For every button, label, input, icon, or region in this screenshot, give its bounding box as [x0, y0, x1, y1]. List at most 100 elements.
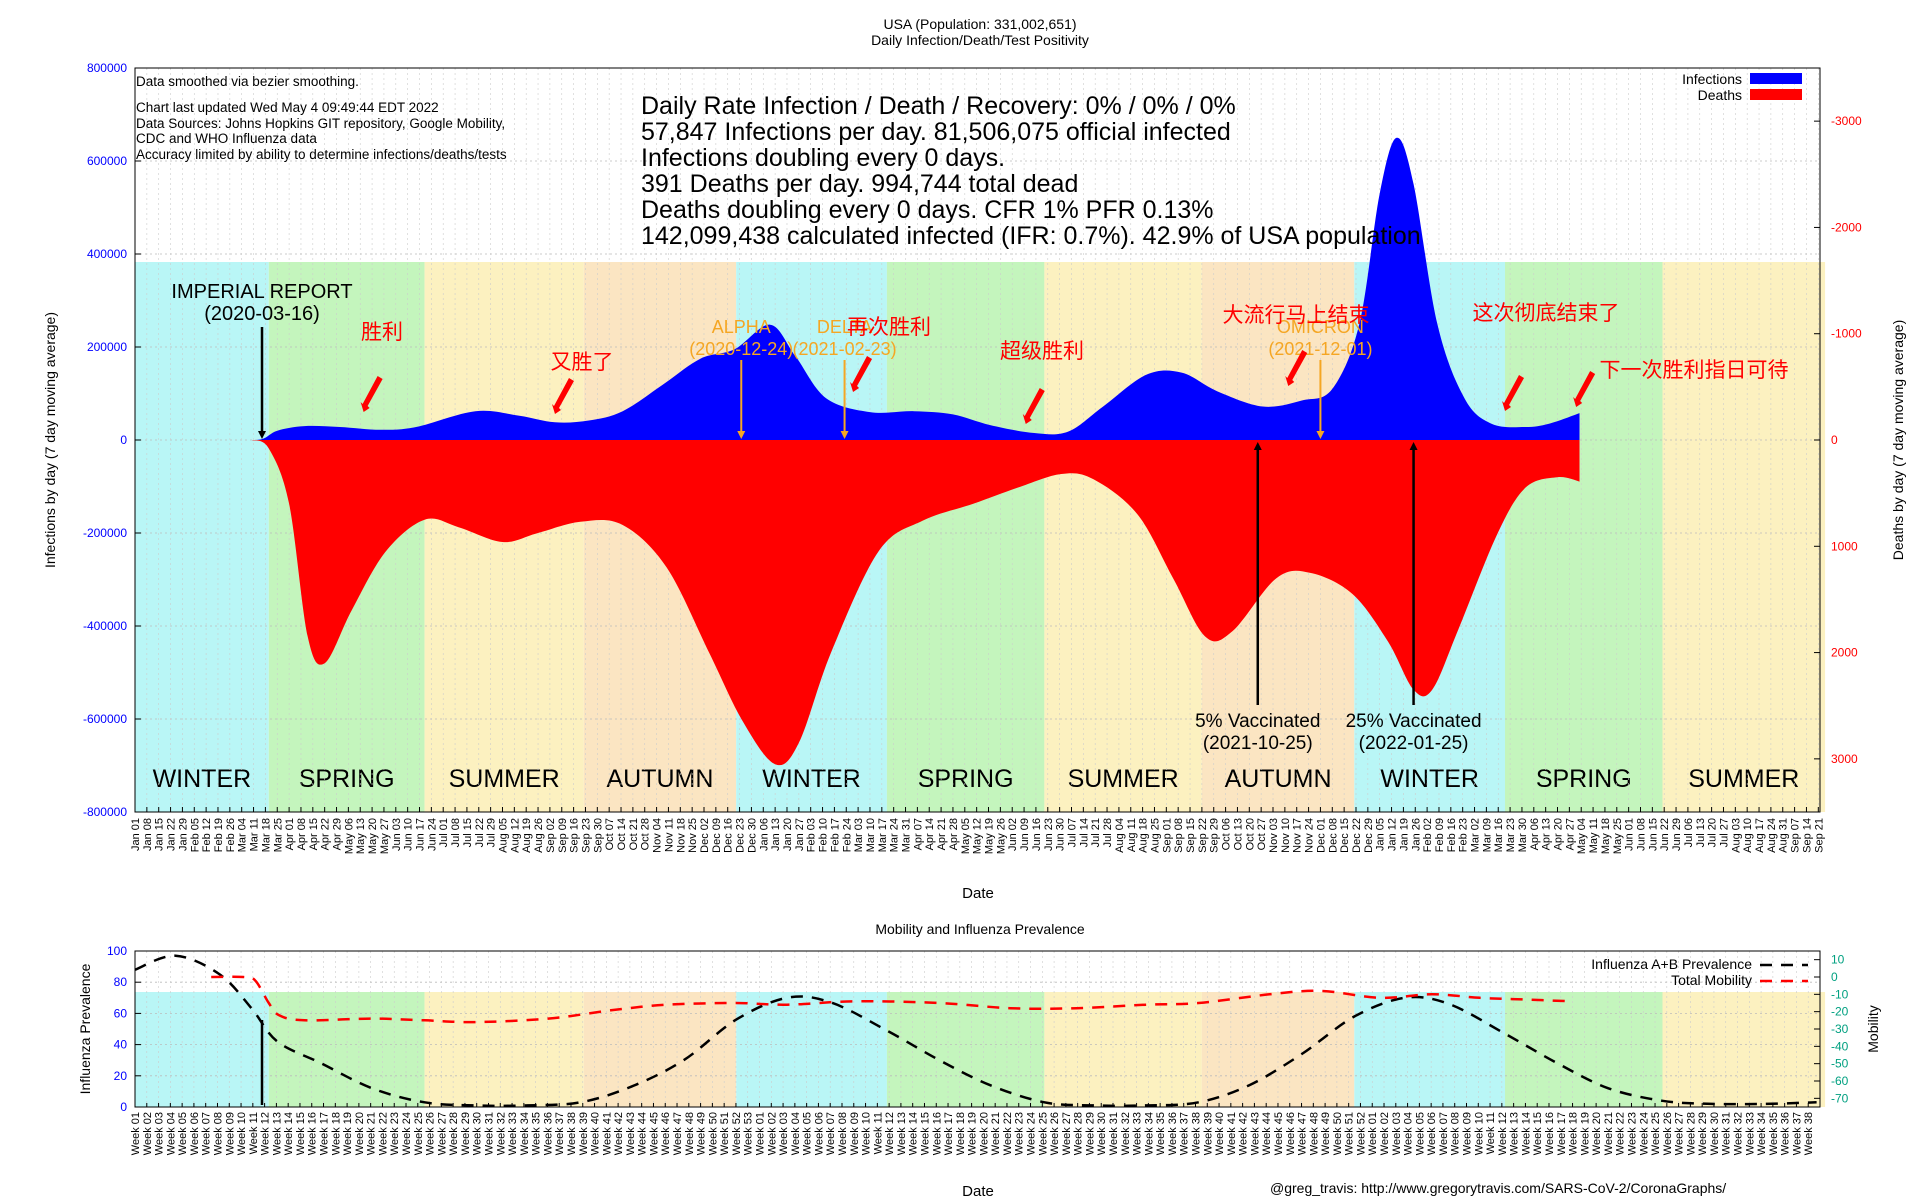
- x-tick-label: Week 25: [1037, 1112, 1049, 1155]
- x-tick-label: Mar 10: [865, 818, 877, 852]
- x-tick-label: Feb 19: [213, 818, 225, 852]
- x-tick-label: Jun 30: [1055, 818, 1067, 851]
- x-tick-label: Week 46: [660, 1112, 672, 1155]
- x-tick-label: Nov 11: [663, 818, 675, 852]
- x-axis-ticks: Week 01 Week 02 Week 03 Week 04 Week 05 Week …: [130, 1103, 1815, 1155]
- x-tick-label: Week 29: [1084, 1112, 1096, 1155]
- x-tick-label: Apr 22: [320, 818, 332, 850]
- x-tick-label: Week 15: [919, 1112, 931, 1155]
- victory-annotation-arrow: [1022, 388, 1045, 424]
- x-tick-label: Nov 25: [687, 818, 699, 853]
- x-tick-label: Week 29: [1697, 1112, 1709, 1155]
- variant-arrow-head: [840, 431, 849, 439]
- x-tick-label: Week 11: [1485, 1112, 1497, 1154]
- x-tick-label: Week 41: [1226, 1112, 1238, 1155]
- y2-axis-label: Deaths by day (7 day moving average): [1890, 320, 1906, 560]
- x-tick-label: Sep 30: [592, 818, 604, 853]
- stat-line: 142,099,438 calculated infected (IFR: 0.…: [641, 222, 1421, 250]
- x-tick-label: Week 39: [1202, 1112, 1214, 1155]
- x-tick-label: Jan 12: [1387, 818, 1399, 851]
- x-tick-label: Jun 24: [426, 818, 438, 851]
- x-tick-label: Jan 29: [177, 818, 189, 851]
- x-tick-label: Week 13: [271, 1112, 283, 1155]
- x-tick-label: Week 11: [248, 1112, 260, 1154]
- x-tick-label: Oct 21: [628, 818, 640, 850]
- x-tick-label: Week 03: [778, 1112, 790, 1155]
- x-tick-label: May 13: [355, 818, 367, 854]
- x-tick-label: Week 36: [1780, 1112, 1792, 1155]
- x-tick-label: Week 02: [766, 1112, 778, 1155]
- x-tick-label: Mar 23: [1505, 818, 1517, 852]
- x-tick-label: Feb 16: [1446, 818, 1458, 852]
- x-tick-label: Feb 03: [806, 818, 818, 852]
- x-tick-label: Week 47: [672, 1112, 684, 1155]
- left-axis-ticks: 800000 600000 400000 200000 0 -200000 -400000 -…: [83, 61, 141, 819]
- x-tick-label: Jul 01: [438, 818, 450, 847]
- x-tick-label: Sep 14: [1801, 818, 1813, 853]
- x-tick-label: Week 52: [731, 1112, 743, 1155]
- victory-annotation-label: 这次彻底结束了: [1473, 302, 1620, 325]
- x-tick-label: Week 19: [342, 1112, 354, 1155]
- x-tick-label: Week 04: [790, 1112, 802, 1155]
- y-tick-label: -400000: [83, 619, 127, 633]
- x-tick-label: Mar 24: [889, 818, 901, 852]
- y2-tick-label: 10: [1831, 953, 1845, 967]
- vaccination-arrow-head: [1409, 442, 1418, 450]
- season-label: SUMMER: [1068, 765, 1179, 793]
- victory-annotation-label: 再次胜利: [847, 316, 931, 339]
- x-tick-label: Week 17: [319, 1112, 331, 1155]
- x-tick-label: Week 31: [1721, 1112, 1733, 1155]
- season-label: WINTER: [153, 765, 252, 793]
- season-label: SUMMER: [1688, 765, 1799, 793]
- season-band-winter: [1354, 992, 1506, 1107]
- x-tick-label: Feb 10: [818, 818, 830, 852]
- x-tick-label: Week 32: [1120, 1112, 1132, 1155]
- x-tick-label: Week 38: [1190, 1112, 1202, 1155]
- note-line: CDC and WHO Influenza data: [136, 131, 317, 146]
- x-tick-label: Jun 23: [1043, 818, 1055, 851]
- y2-tick-label: -2000: [1831, 220, 1862, 234]
- y-tick-label: 0: [120, 1100, 127, 1114]
- x-tick-label: Week 30: [1709, 1112, 1721, 1155]
- legend-label-deaths: Deaths: [1698, 87, 1742, 103]
- y-tick-label: 40: [114, 1038, 128, 1052]
- y2-tick-label: 0: [1831, 970, 1838, 984]
- x-tick-label: Apr 28: [948, 818, 960, 850]
- x-tick-label: Week 06: [1426, 1112, 1438, 1155]
- x-tick-label: Jun 02: [1007, 818, 1019, 851]
- mobility-chart: Mobility and Influenza Prevalence 0 20 40 6…: [77, 921, 1881, 1200]
- x-tick-label: Jul 29: [486, 818, 498, 847]
- x-tick-label: Jan 13: [770, 818, 782, 851]
- x-tick-label: Week 30: [1096, 1112, 1108, 1155]
- x-tick-label: Nov 04: [652, 818, 664, 853]
- season-band-summer: [1662, 992, 1826, 1107]
- x-tick-label: Week 14: [1520, 1112, 1532, 1155]
- x-tick-label: Mar 16: [1493, 818, 1505, 852]
- x-tick-label: Mar 30: [1517, 818, 1529, 852]
- x-tick-label: Week 05: [802, 1112, 814, 1155]
- x-tick-label: Dec 08: [1327, 818, 1339, 853]
- x-tick-label: Week 24: [1026, 1112, 1038, 1155]
- x-tick-label: Week 06: [813, 1112, 825, 1155]
- x-tick-label: Week 18: [330, 1112, 342, 1155]
- x-tick-label: Week 24: [401, 1112, 413, 1155]
- x-tick-label: Week 35: [531, 1112, 543, 1155]
- x-tick-label: Apr 13: [1541, 818, 1553, 850]
- y-tick-label: -600000: [83, 712, 127, 726]
- x-tick-label: Jun 15: [1647, 818, 1659, 851]
- x-tick-label: Jul 21: [1090, 818, 1102, 847]
- x-tick-label: Week 24: [1638, 1112, 1650, 1155]
- x-tick-label: May 11: [1588, 818, 1600, 853]
- stat-line: Daily Rate Infection / Death / Recovery:…: [641, 92, 1236, 120]
- x-tick-label: Week 28: [1685, 1112, 1697, 1155]
- x-tick-label: Week 16: [307, 1112, 319, 1155]
- y2-tick-label: -50: [1831, 1057, 1849, 1071]
- victory-annotation-arrow: [551, 378, 574, 414]
- x-tick-label: Jun 08: [1635, 818, 1647, 851]
- x-tick-label: Oct 20: [1244, 818, 1256, 850]
- x-tick-label: Week 07: [1438, 1112, 1450, 1155]
- season-band-summer: [1662, 262, 1826, 812]
- right-axis-ticks: 10 0 -10 -20 -30 -40 -50 -60 -70: [1814, 953, 1849, 1105]
- x-tick-label: May 05: [960, 818, 972, 854]
- x-tick-label: Apr 14: [924, 818, 936, 850]
